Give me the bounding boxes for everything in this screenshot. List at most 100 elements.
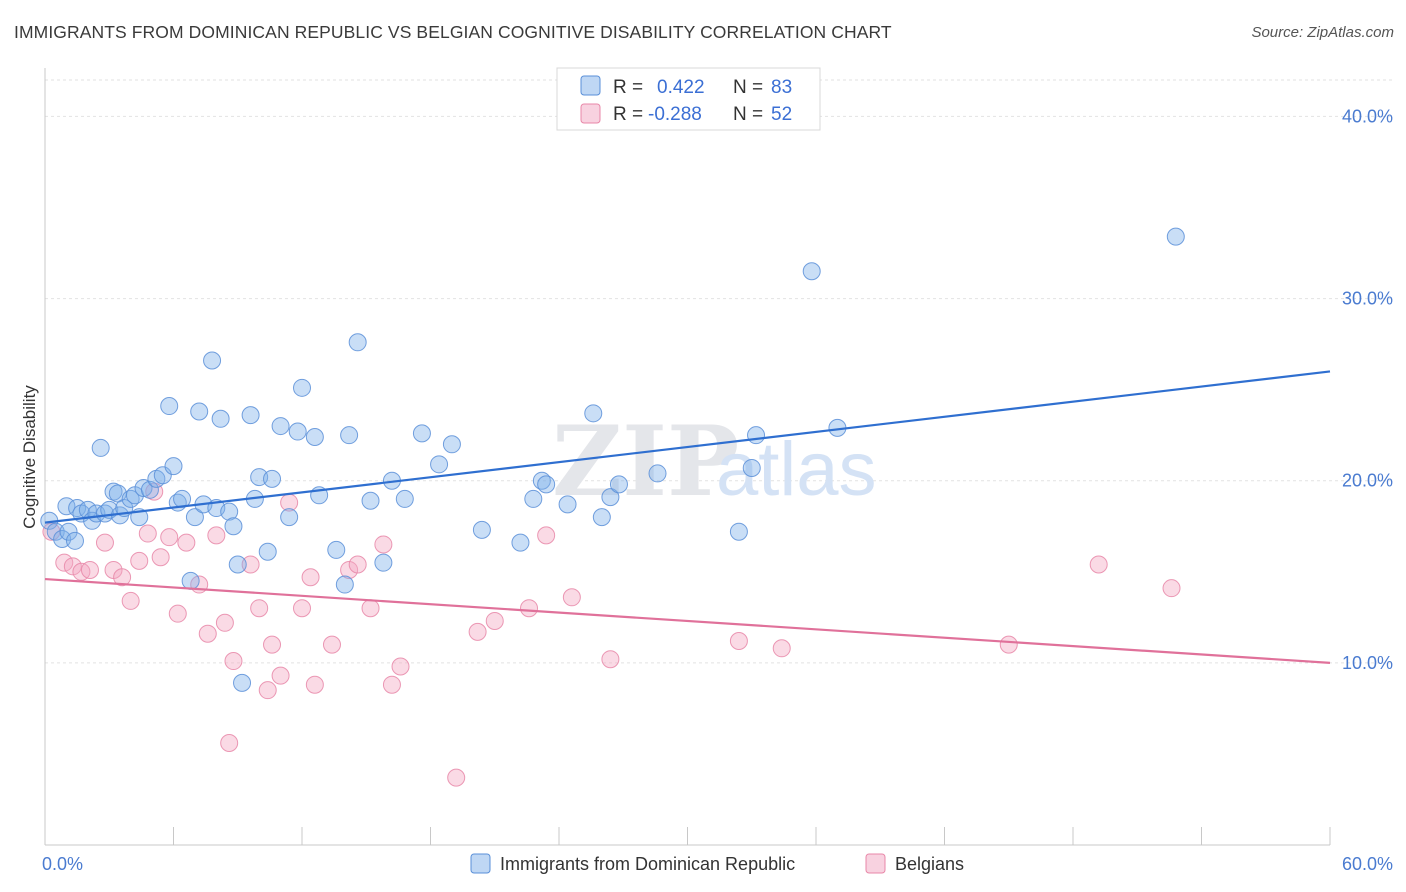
point-dominican <box>511 533 530 552</box>
point-belgian <box>447 768 466 787</box>
point-belgian <box>215 613 234 632</box>
point-belgian <box>601 650 620 669</box>
y-tick-label: 20.0% <box>1342 471 1393 491</box>
point-dominican <box>374 553 393 572</box>
trend-lines <box>44 370 1331 664</box>
point-belgian <box>160 528 179 547</box>
point-belgian <box>271 666 290 685</box>
axes <box>44 68 1331 846</box>
point-dominican <box>293 378 311 397</box>
point-belgian <box>361 599 380 618</box>
point-belgian <box>258 681 277 700</box>
point-dominican <box>340 426 359 445</box>
point-belgian <box>340 560 359 579</box>
x-tick-labels: 0.0% 60.0% <box>42 854 1393 874</box>
point-belgian <box>220 734 239 752</box>
point-dominican <box>280 508 299 527</box>
point-dominican <box>395 489 414 508</box>
y-tick-label: 10.0% <box>1342 653 1393 673</box>
legend-r-value: -0.288 <box>648 104 702 125</box>
point-dominican <box>46 522 65 541</box>
point-dominican <box>361 491 380 510</box>
point-dominican <box>233 673 252 692</box>
point-belgian <box>305 675 324 694</box>
point-dominican <box>140 480 159 499</box>
legend-r-label: R = <box>613 77 643 98</box>
point-dominican <box>537 475 556 494</box>
point-dominican <box>59 522 78 541</box>
chart-title: IMMIGRANTS FROM DOMINICAN REPUBLIC VS BE… <box>14 22 892 42</box>
point-dominican <box>584 404 603 423</box>
point-dominican <box>288 422 307 441</box>
point-belgian <box>224 652 243 671</box>
point-dominican <box>802 262 821 281</box>
point-belgian <box>485 611 504 630</box>
legend-n-label: N = <box>733 104 763 125</box>
point-dominican <box>742 458 761 477</box>
point-dominican <box>241 406 260 425</box>
y-axis-label: Cognitive Disability <box>20 385 39 529</box>
point-dominican <box>558 495 577 514</box>
point-dominican <box>91 438 110 457</box>
point-dominican <box>258 542 277 561</box>
point-dominican <box>263 469 282 488</box>
point-dominican <box>134 479 153 497</box>
point-belgian <box>151 548 170 567</box>
point-dominican <box>185 508 204 527</box>
legend-r-label: R = <box>613 104 643 125</box>
trend-line-belgians <box>44 577 1331 664</box>
point-dominican <box>305 428 324 446</box>
point-dominican <box>211 409 230 428</box>
point-belgian <box>391 657 410 676</box>
point-belgian <box>382 675 401 694</box>
point-dominican <box>601 488 620 507</box>
point-dominican <box>472 520 491 539</box>
point-dominican <box>220 502 239 521</box>
legend-swatch-belgians <box>580 103 601 124</box>
point-belgian <box>207 526 226 545</box>
point-dominican <box>160 397 179 416</box>
point-belgian <box>537 526 556 545</box>
data-points <box>40 227 1185 787</box>
point-dominican <box>271 417 290 436</box>
point-dominican <box>164 457 183 476</box>
point-dominican <box>228 555 247 574</box>
point-dominican <box>203 351 222 370</box>
point-belgian <box>468 622 487 641</box>
legend-n-value: 52 <box>771 104 792 125</box>
point-dominican <box>592 508 611 527</box>
series-legend-swatch-belgians <box>865 853 886 874</box>
point-dominican <box>524 489 543 508</box>
point-dominican <box>648 464 667 483</box>
watermark: ZIP atlas <box>552 405 877 518</box>
point-belgian <box>1162 579 1181 598</box>
legend-r-value: 0.422 <box>657 77 705 98</box>
point-dominican <box>609 475 628 494</box>
trend-line-dominican <box>44 370 1331 524</box>
point-belgian <box>301 568 320 587</box>
point-dominican <box>190 402 209 421</box>
point-belgian <box>80 560 99 579</box>
correlation-legend: R = 0.422 N = 83 R = -0.288 N = 52 <box>556 67 821 131</box>
legend-n-value: 83 <box>771 77 792 98</box>
point-dominican <box>729 522 748 541</box>
y-tick-labels: 10.0% 20.0% 30.0% 40.0% <box>1342 106 1393 672</box>
point-belgian <box>130 551 149 570</box>
point-belgian <box>999 635 1018 654</box>
point-belgian <box>348 555 367 574</box>
gridlines <box>45 79 1392 664</box>
point-belgian <box>263 635 282 654</box>
point-belgian <box>729 632 748 650</box>
point-belgian <box>138 524 157 543</box>
series-legend-swatch-dominican <box>470 853 491 874</box>
point-belgian <box>520 599 539 618</box>
point-belgian <box>562 588 581 607</box>
point-belgian <box>63 557 82 576</box>
x-tick-label: 0.0% <box>42 854 83 874</box>
point-dominican <box>224 517 243 536</box>
point-belgian <box>293 599 311 618</box>
series-legend-label-belgians: Belgians <box>895 854 964 874</box>
point-belgian <box>1089 555 1108 574</box>
point-dominican <box>65 531 84 550</box>
